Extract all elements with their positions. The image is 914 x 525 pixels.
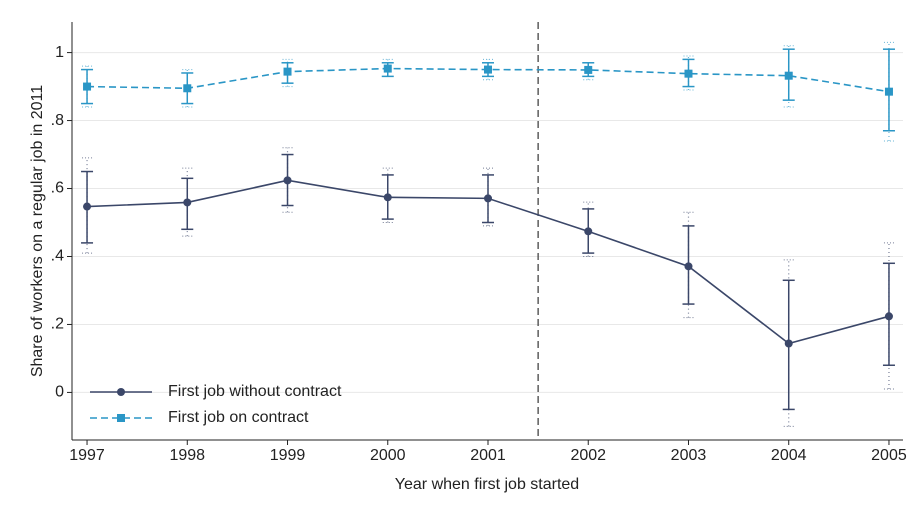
legend-marker [117,388,125,396]
y-tick-label: 0 [55,384,64,401]
y-tick-label: 1 [55,44,64,61]
y-tick-label: .4 [51,248,64,265]
legend-label: First job on contract [168,409,309,426]
marker [83,82,92,91]
marker [383,64,392,73]
x-tick-label: 1998 [169,447,205,464]
marker [884,87,893,96]
marker [784,71,793,80]
marker [183,84,192,93]
y-tick-label: .6 [51,180,64,197]
x-tick-label: 2004 [771,447,807,464]
y-tick-label: .8 [51,112,64,129]
marker [183,198,192,207]
marker [283,176,292,185]
marker [684,262,693,271]
x-tick-label: 2001 [470,447,506,464]
y-axis-title: Share of workers on a regular job in 201… [29,85,46,377]
x-tick-label: 2002 [570,447,606,464]
marker [784,339,793,348]
x-tick-label: 1999 [270,447,306,464]
marker [383,193,392,202]
marker [884,312,893,321]
marker [584,65,593,74]
legend-label: First job without contract [168,383,342,400]
marker [484,65,493,74]
y-tick-label: .2 [51,316,64,333]
marker [83,202,92,211]
x-axis-title: Year when first job started [395,476,579,493]
x-tick-label: 2005 [871,447,907,464]
x-tick-label: 2003 [671,447,707,464]
x-tick-label: 1997 [69,447,105,464]
x-tick-label: 2000 [370,447,406,464]
marker [484,194,493,203]
marker [584,227,593,236]
marker [283,67,292,76]
marker [684,69,693,78]
legend-marker [117,414,125,422]
